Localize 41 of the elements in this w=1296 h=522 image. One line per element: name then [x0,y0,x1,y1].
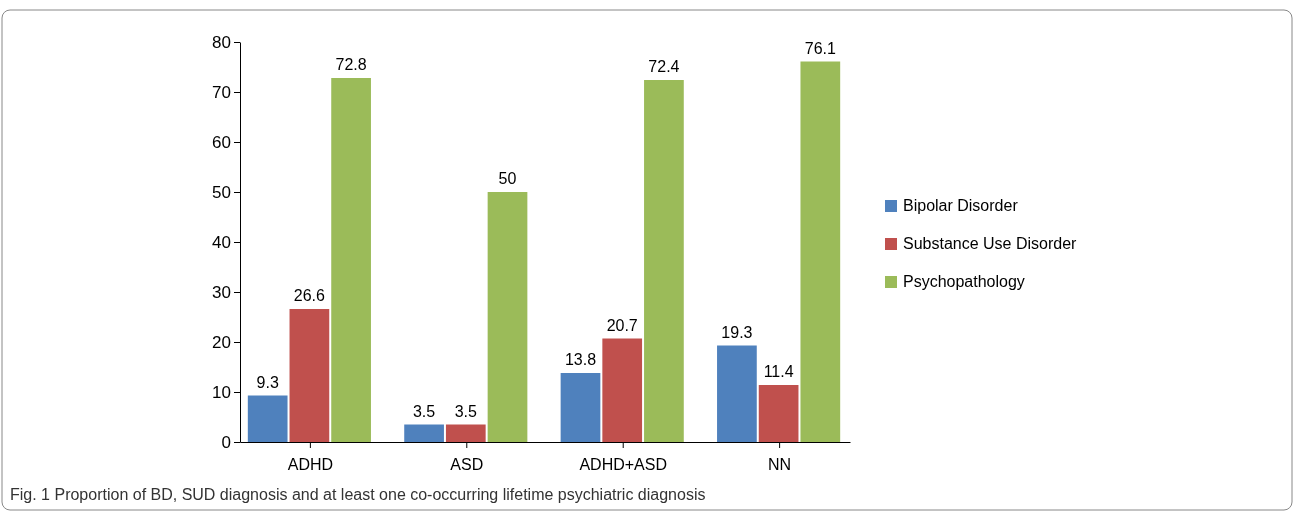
y-tick-label: 30 [212,282,231,302]
y-tick-label: 20 [212,332,231,352]
data-label: 20.7 [606,316,638,334]
y-tick-label: 60 [212,132,231,152]
x-tick-label: ADHD+ASD [579,456,667,474]
data-label: 9.3 [256,373,279,391]
y-tick-label: 70 [212,82,231,102]
x-tick-label: ADHD [287,456,334,474]
bar [644,80,684,442]
bar [289,309,330,442]
y-tick-label: 80 [212,32,231,52]
data-label: 19.3 [721,323,753,341]
data-label: 72.8 [335,56,367,73]
y-tick-label: 50 [212,182,231,202]
data-label: 11.4 [763,363,794,380]
y-tick-label: 0 [221,432,231,452]
data-label: 26.6 [293,287,326,304]
data-label: 13.8 [564,351,597,368]
bar [331,78,371,442]
legend-label: Substance Use Disorder [903,235,1078,252]
data-label: 3.5 [454,402,478,420]
bar [758,385,799,442]
caption: Fig. 1 Proportion of BD, SUD diagnosis and at least one co-occurring lifetime psychiatric diagnosis [10,486,706,503]
bar [404,424,444,442]
bar [717,345,757,442]
data-label: 50 [498,170,517,187]
x-tick-label: ASD [450,456,484,474]
bar [602,338,643,442]
y-tick-label: 10 [212,382,231,402]
y-tick-label: 40 [212,232,231,252]
data-label: 3.5 [412,402,436,420]
data-label: 76.1 [804,39,836,57]
bar [445,424,486,442]
legend-label: Psychopathology [903,273,1025,290]
x-tick-label: NN [768,456,792,474]
bar [800,61,841,442]
bar [247,395,288,442]
bar [560,373,601,442]
data-label: 72.4 [648,58,680,75]
bar [487,192,528,442]
legend-label: Bipolar Disorder [903,197,1019,214]
